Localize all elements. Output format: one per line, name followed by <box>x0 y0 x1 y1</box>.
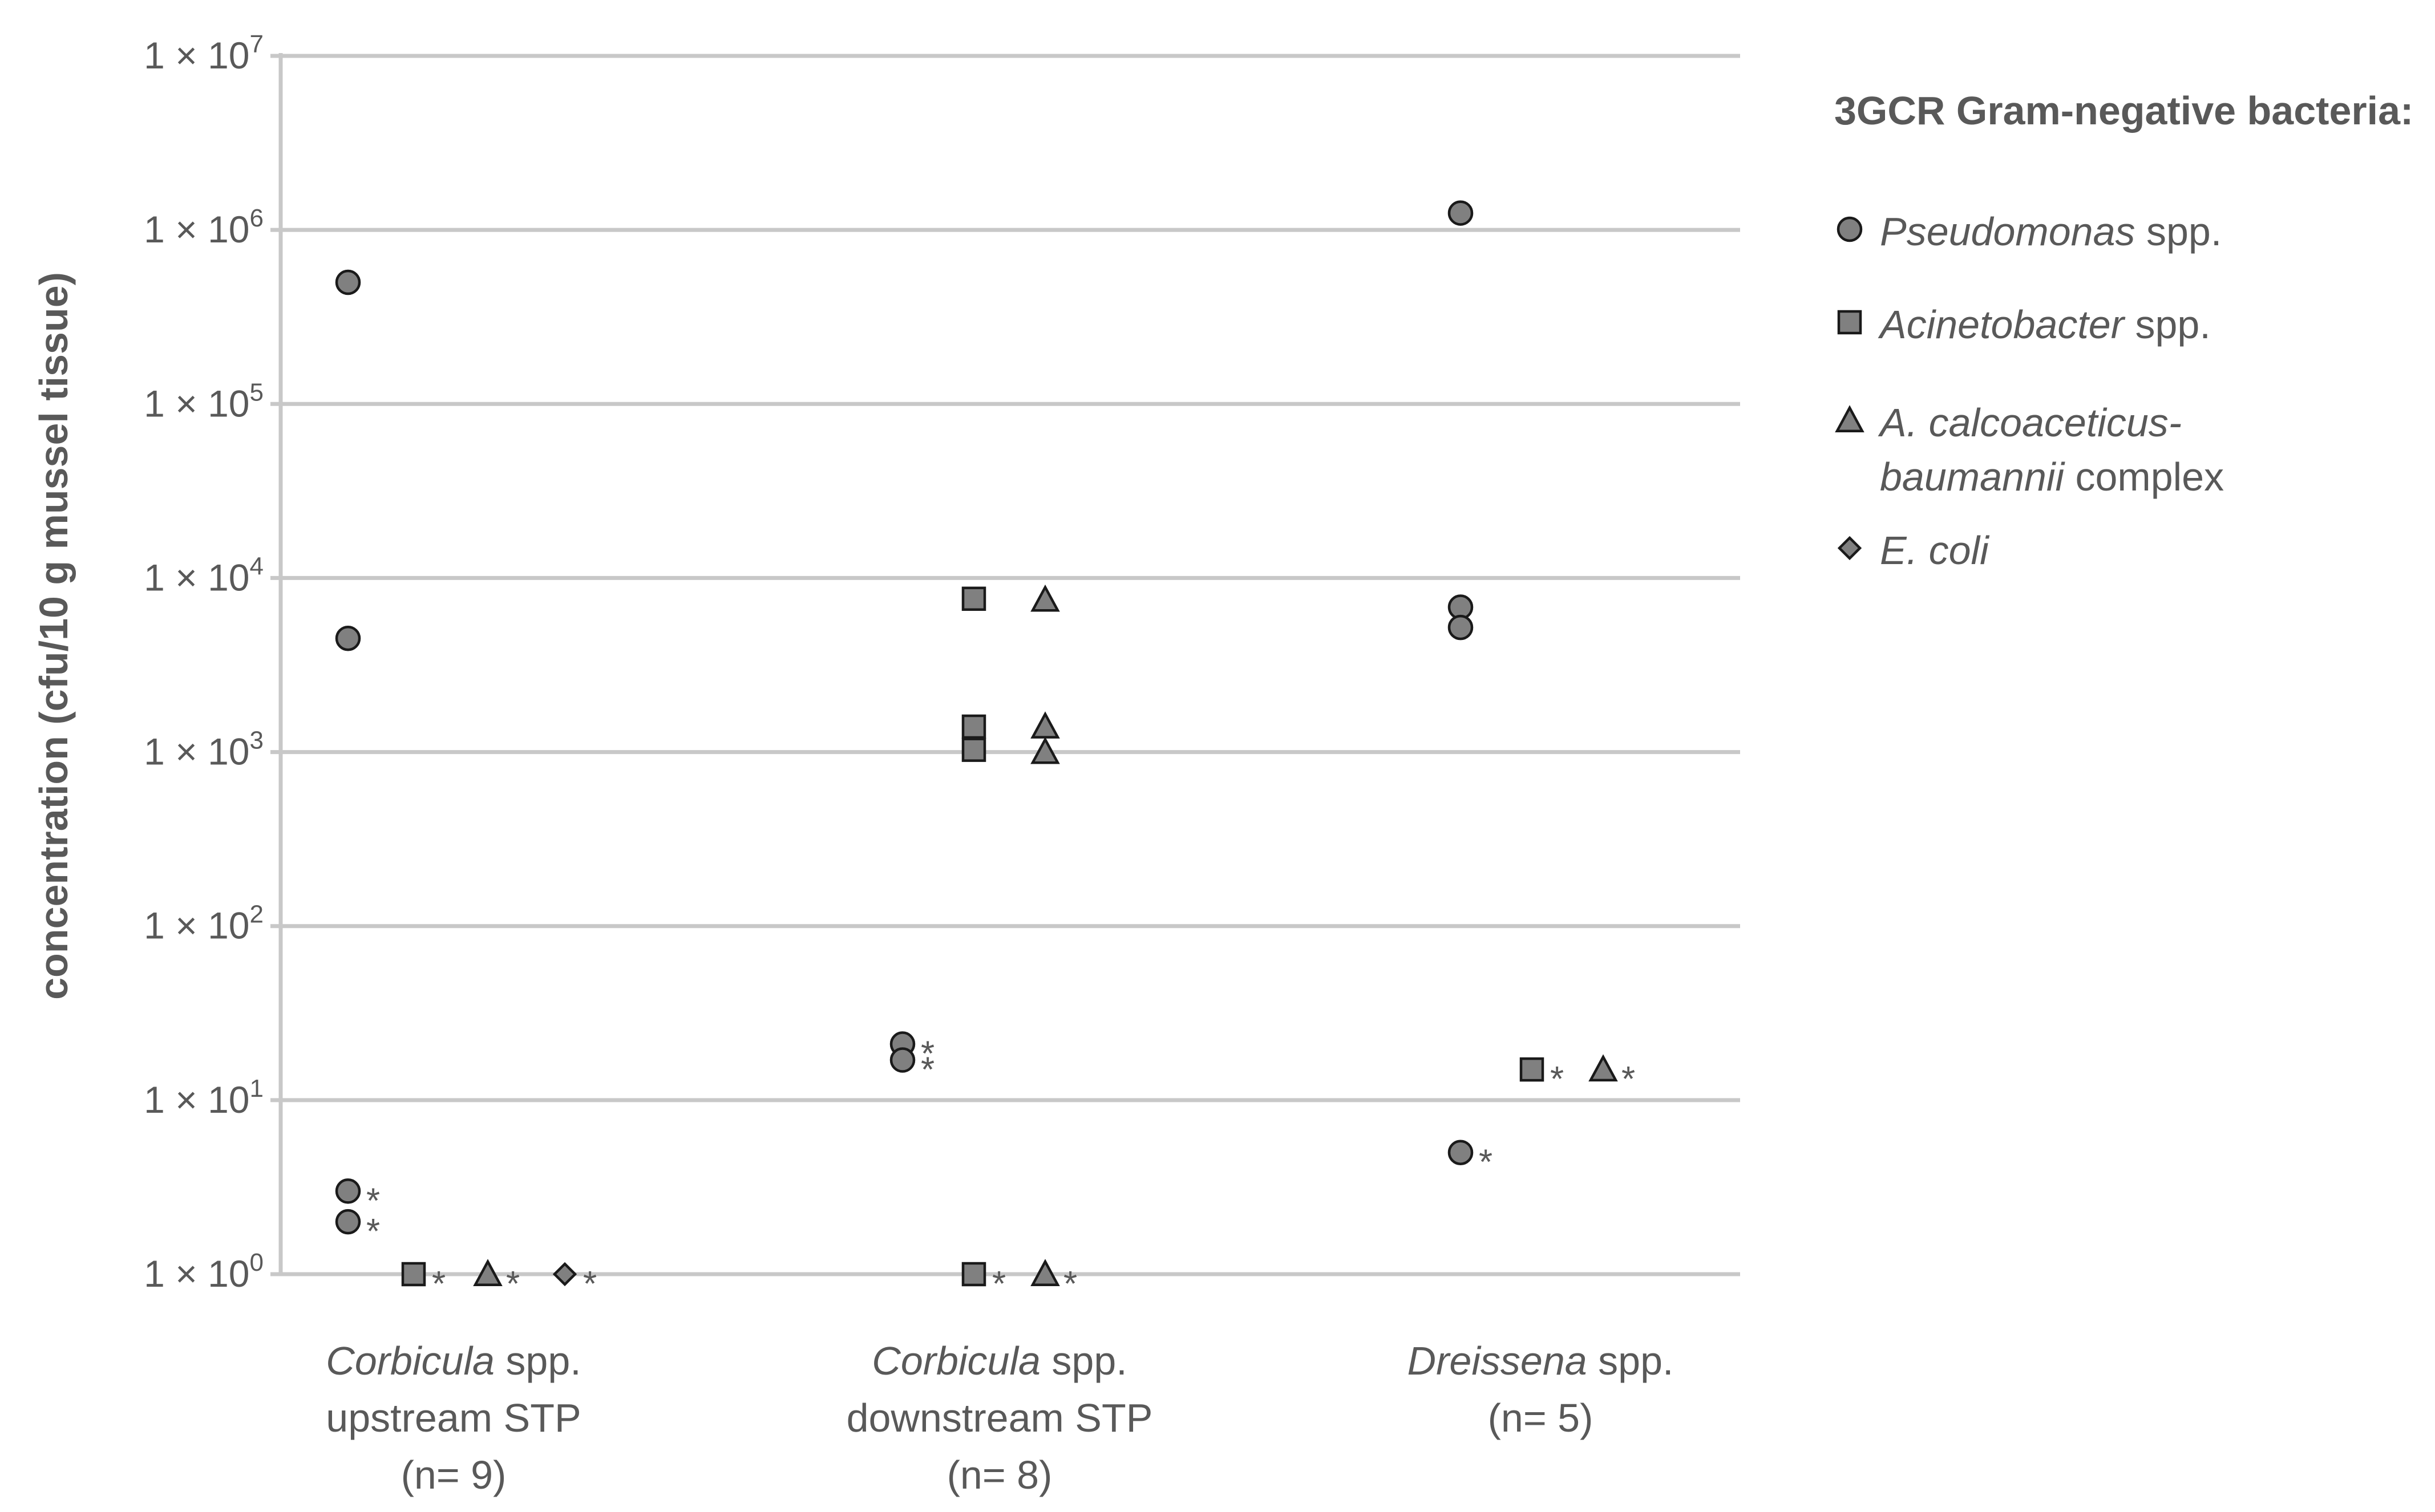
significance-star: * <box>1621 1060 1635 1099</box>
data-point-square <box>401 1262 426 1287</box>
significance-star: * <box>1479 1143 1492 1182</box>
legend-label: Acinetobacter spp. <box>1878 302 2211 347</box>
legend-label: Pseudomonas spp. <box>1880 209 2222 254</box>
data-point-triangle <box>1030 736 1060 764</box>
y-tick-labels: 1 × 100 1 × 101 1 × 102 1 × 103 1 × 104 1 × 1… <box>144 30 264 1295</box>
category-label-line: (n= 9) <box>401 1453 507 1497</box>
significance-star: * <box>583 1264 597 1304</box>
significance-star: * <box>366 1212 380 1251</box>
gridlines <box>270 54 1740 1276</box>
legend-label: A. calcoaceticus- <box>1878 400 2182 445</box>
legend-marker-triangle <box>1835 405 1864 432</box>
data-point-square <box>961 586 986 611</box>
y-tick-label: 1 × 102 <box>144 901 264 947</box>
data-point-triangle <box>1030 1259 1060 1286</box>
significance-star: * <box>921 1051 935 1090</box>
legend-marker-square <box>1837 310 1862 335</box>
data-point-square <box>961 1262 986 1287</box>
category-label-line: (n= 5) <box>1488 1396 1593 1440</box>
data-point-circle <box>1447 1140 1474 1165</box>
y-axis-title: concentration (cfu/10 g mussel tissue) <box>31 272 76 1000</box>
category-label-line: upstream STP <box>326 1396 581 1440</box>
y-tick-label: 1 × 107 <box>144 30 264 76</box>
data-point-circle <box>1447 200 1474 226</box>
data-point-triangle <box>473 1259 503 1286</box>
data-point-circle <box>889 1047 916 1073</box>
significance-star: * <box>992 1264 1006 1304</box>
significance-star: * <box>432 1264 446 1304</box>
significance-star: * <box>1550 1060 1564 1099</box>
category-label: Corbicula spp. <box>872 1339 1127 1383</box>
data-point-square <box>1519 1057 1544 1082</box>
significance-star: * <box>366 1181 380 1221</box>
y-tick-label: 1 × 100 <box>144 1248 264 1295</box>
category-label-line: (n= 8) <box>947 1453 1053 1497</box>
significance-star: * <box>1063 1264 1077 1304</box>
category-label: Dreissena spp. <box>1407 1339 1674 1383</box>
data-point-triangle <box>1588 1054 1618 1082</box>
y-tick-label: 1 × 104 <box>144 552 264 598</box>
category-label: Corbicula spp. <box>326 1339 581 1383</box>
legend-title: 3GCR Gram-negative bacteria: <box>1834 88 2413 133</box>
data-point-circle <box>1447 614 1474 641</box>
data-points: ****** *** *** <box>335 200 1635 1304</box>
data-point-circle <box>335 625 361 651</box>
y-tick-label: 1 × 105 <box>144 378 264 424</box>
legend-marker-diamond <box>1837 536 1862 561</box>
legend-label: E. coli <box>1880 528 1990 573</box>
data-point-triangle <box>1030 584 1060 612</box>
significance-star: * <box>506 1264 520 1304</box>
category-label-line: downstream STP <box>847 1396 1153 1440</box>
data-point-diamond <box>552 1262 577 1287</box>
data-point-triangle <box>1030 711 1060 739</box>
data-point-circle <box>335 1178 361 1204</box>
y-tick-label: 1 × 101 <box>144 1075 264 1121</box>
significance-star: * <box>921 1035 935 1074</box>
legend-label-line: baumannii complex <box>1880 455 2224 499</box>
category-labels: Corbicula spp. upstream STP (n= 9) Corbicul… <box>326 1339 1673 1497</box>
y-tick-label: 1 × 103 <box>144 727 264 773</box>
y-tick-label: 1 × 106 <box>144 204 264 250</box>
data-point-circle <box>335 1209 361 1235</box>
data-point-square <box>961 737 986 762</box>
legend-marker-circle <box>1837 216 1863 242</box>
data-point-square <box>961 714 986 739</box>
data-point-circle <box>335 269 361 295</box>
legend: 3GCR Gram-negative bacteria: Pseudomonas… <box>1834 88 2413 573</box>
